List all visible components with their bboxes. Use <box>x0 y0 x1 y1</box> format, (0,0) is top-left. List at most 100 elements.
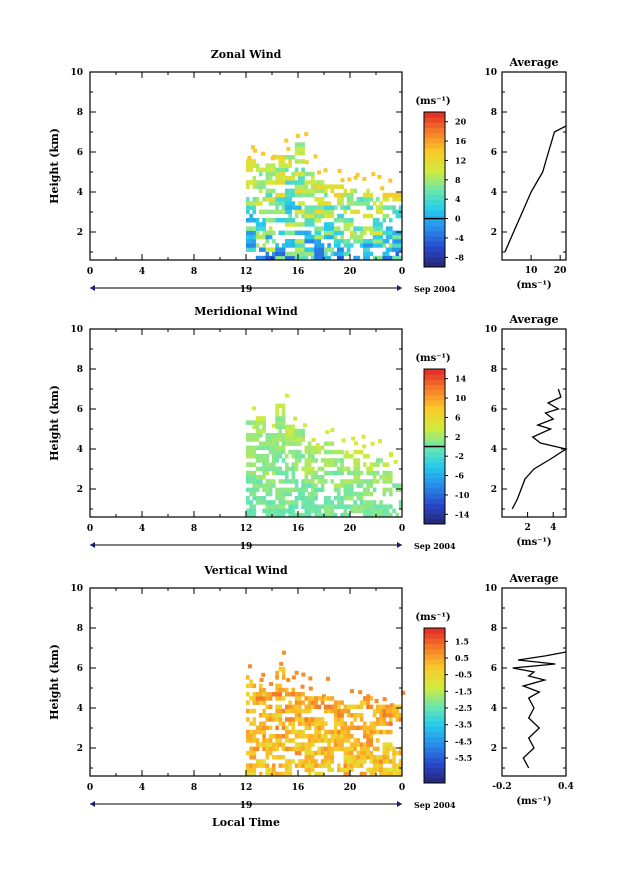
heatmap-cell <box>259 171 263 177</box>
heatmap-cell <box>314 700 318 705</box>
heatmap-cell <box>366 192 370 198</box>
heatmap-cell <box>389 218 393 223</box>
heatmap-cell <box>382 729 387 735</box>
heatmap-cell <box>359 234 364 240</box>
heatmap-cell <box>330 500 335 505</box>
heatmap-cell <box>317 487 322 493</box>
heatmap-cell <box>376 243 380 248</box>
heatmap-cell <box>298 146 302 152</box>
heatmap-cell <box>392 205 396 210</box>
heatmap-cell <box>363 504 367 509</box>
heatmap-cell <box>346 767 351 773</box>
heatmap-cell <box>294 746 299 752</box>
heatmap-cell <box>265 725 270 731</box>
heatmap-cell <box>340 230 344 236</box>
heatmap-cell <box>346 759 351 764</box>
heatmap-cell <box>272 466 276 472</box>
heatmap-cell <box>307 750 312 756</box>
heatmap-cell <box>275 155 279 160</box>
heatmap-cell <box>398 234 403 240</box>
panel-title: Meridional Wind <box>194 305 298 318</box>
heatmap-cell <box>313 154 318 159</box>
heatmap-cell <box>304 496 309 501</box>
heatmap-cell <box>249 243 253 248</box>
heatmap-cell <box>324 721 328 726</box>
heatmap-cell <box>262 687 266 693</box>
heatmap-cell <box>268 247 273 252</box>
heatmap-cell <box>350 763 354 768</box>
heatmap-cell <box>385 251 390 257</box>
y-tick-label: 10 <box>70 325 83 335</box>
heatmap-cell <box>255 226 260 231</box>
heatmap-cell <box>268 734 273 739</box>
heatmap-cell <box>311 491 315 497</box>
heatmap-cell <box>327 243 331 248</box>
heatmap-cell <box>307 771 312 777</box>
heatmap-cell <box>252 708 257 714</box>
heatmap-cell <box>265 180 270 185</box>
heatmap-cell <box>249 763 253 768</box>
heatmap-cell <box>285 251 289 257</box>
heatmap-cell <box>265 487 270 493</box>
heatmap-cell <box>340 725 344 731</box>
colorbar-swatch <box>424 643 445 650</box>
heatmap-cell <box>333 700 338 705</box>
heatmap-cell <box>385 721 390 726</box>
heatmap-cell <box>363 454 367 459</box>
heatmap-cell <box>350 713 354 718</box>
heatmap-cell <box>281 725 286 731</box>
heatmap-cell <box>246 734 250 739</box>
heatmap-cell <box>343 491 348 497</box>
colorbar-swatch <box>424 633 445 639</box>
heatmap-cell <box>389 708 393 714</box>
heatmap-cell <box>343 188 348 194</box>
heatmap-cell <box>281 167 286 173</box>
heatmap-cell <box>359 504 364 509</box>
heatmap-cell <box>307 213 312 219</box>
heatmap-cell <box>382 512 387 518</box>
heatmap-cell <box>272 441 276 446</box>
heatmap-cell <box>249 239 253 244</box>
heatmap-cell <box>340 197 344 202</box>
heatmap-cell <box>275 671 279 676</box>
average-y-tick-label: 8 <box>491 365 497 375</box>
heatmap-cell <box>298 750 302 756</box>
heatmap-cell <box>262 209 266 215</box>
heatmap-cell <box>392 750 396 756</box>
heatmap-cell <box>265 445 270 451</box>
heatmap-cell <box>398 767 403 773</box>
heatmap-cell <box>350 725 354 731</box>
heatmap-cell <box>376 512 380 518</box>
heatmap-cell <box>281 412 286 417</box>
heatmap-cell <box>314 696 318 701</box>
heatmap-cell <box>356 255 361 261</box>
heatmap-cell <box>291 500 296 505</box>
heatmap-cell <box>265 504 270 509</box>
heatmap-cell <box>301 454 305 459</box>
heatmap-cell <box>288 197 292 202</box>
heatmap-cell <box>330 512 335 518</box>
heatmap-cell <box>246 197 250 202</box>
heatmap-cell <box>382 487 387 493</box>
heatmap-cell <box>294 496 299 501</box>
heatmap-cell <box>317 750 322 756</box>
heatmap-cell <box>285 734 289 739</box>
heatmap-cell <box>317 197 322 202</box>
heatmap-cell <box>294 742 299 747</box>
heatmap-cell <box>320 487 325 493</box>
heatmap-cell <box>382 475 387 480</box>
heatmap-cell <box>389 742 393 747</box>
heatmap-cell <box>314 738 318 743</box>
heatmap-cell <box>265 742 270 747</box>
heatmap-cell <box>259 445 263 451</box>
heatmap-cell <box>340 738 344 743</box>
heatmap-cell <box>298 428 302 434</box>
heatmap-cell <box>317 746 322 752</box>
heatmap-cell <box>366 729 370 735</box>
heatmap-cell <box>268 167 273 173</box>
heatmap-cell <box>304 188 309 194</box>
heatmap-cell <box>304 205 309 210</box>
heatmap-cell <box>359 771 364 777</box>
heatmap-cell <box>398 255 403 261</box>
